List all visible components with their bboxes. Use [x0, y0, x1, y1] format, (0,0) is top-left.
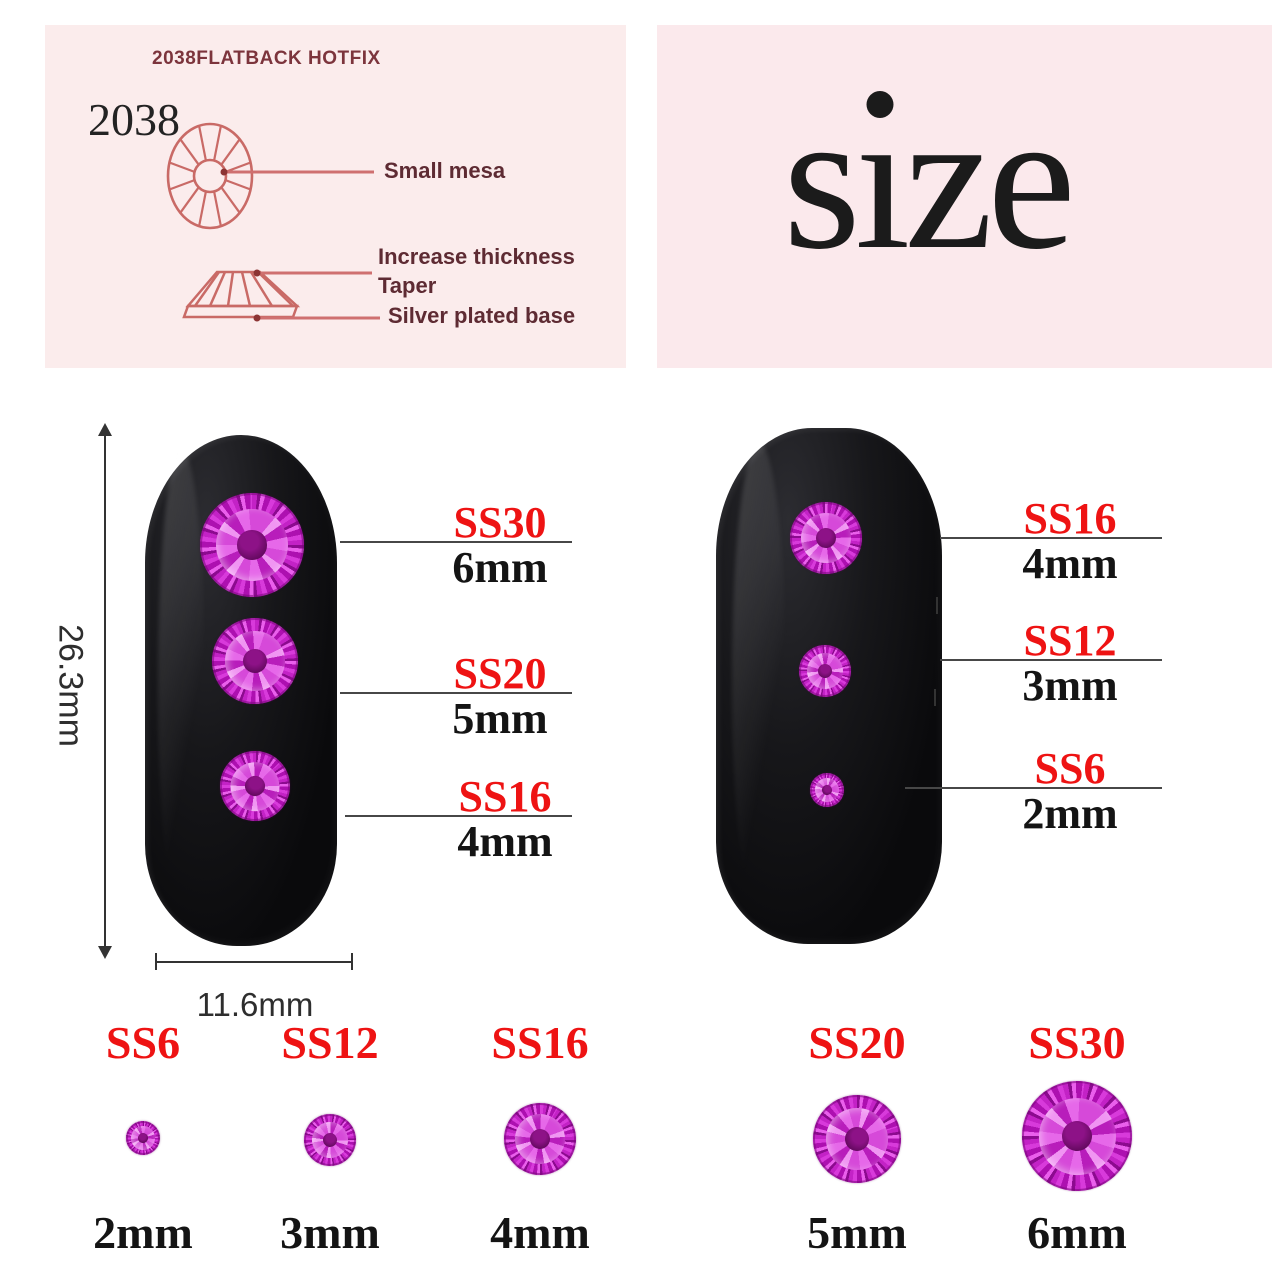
callout-ss16-left: SS16 4mm: [345, 775, 572, 864]
taper-label: Taper: [378, 273, 437, 298]
flatback-stone-diagram: [166, 122, 380, 322]
ss-code-label: SS30: [453, 498, 547, 547]
spec-heading: 2038FLATBACK HOTFIX: [152, 48, 381, 69]
mm-size-label: 4mm: [1022, 539, 1118, 588]
size-panel: s ıze: [657, 25, 1272, 368]
spec-panel: 2038FLATBACK HOTFIX 2038 Small mesa Incr…: [45, 25, 626, 368]
callout-line: [340, 692, 572, 694]
callout-line: [940, 659, 1162, 661]
rhinestone-ss12-icon: [293, 1103, 367, 1177]
rhinestone-ss30-icon: [200, 493, 304, 597]
row-mm-label: 3mm: [280, 1207, 380, 1258]
row-mm-label: 6mm: [1027, 1207, 1127, 1258]
model-number: 2038: [88, 94, 180, 145]
rhinestone-ss6-icon: [121, 1116, 165, 1160]
silver-plated-base-label: Silver plated base: [388, 303, 576, 328]
small-mesa-label: Small mesa: [384, 158, 506, 183]
arrow-down-icon: [98, 946, 112, 959]
callout-line: [940, 537, 1162, 539]
callout-ss20: SS20 5mm: [340, 649, 572, 743]
rhinestone-ss20-icon: [802, 1084, 912, 1194]
width-measure-line: [156, 961, 352, 963]
callout-ss6: SS6 2mm: [905, 744, 1162, 838]
rhinestone-ss16-icon: [490, 1089, 590, 1189]
width-measure-tick-right: [351, 953, 353, 970]
row-ss-label: SS30: [1028, 1017, 1126, 1068]
mm-size-label: 2mm: [1022, 789, 1118, 838]
callout-ss16-right: SS16 4mm: [940, 494, 1162, 588]
size-title: s ıze: [783, 70, 1076, 291]
nail-edge-tick: [936, 597, 938, 614]
mm-size-label: 3mm: [1022, 661, 1118, 710]
nail-width-label: 11.6mm: [196, 986, 314, 1023]
size-title-i: ı: [854, 70, 911, 291]
row-ss-label: SS6: [105, 1017, 181, 1068]
ss-code-label: SS20: [453, 649, 547, 698]
row-ss-label: SS20: [808, 1017, 906, 1068]
mm-size-label: 6mm: [452, 543, 548, 592]
callout-ss12: SS12 3mm: [940, 616, 1162, 710]
row-mm-label: 4mm: [490, 1207, 590, 1258]
mm-size-label: 4mm: [457, 817, 553, 866]
ss-code-label: SS16: [458, 772, 552, 821]
increase-thickness-label: Increase thickness: [378, 244, 575, 269]
ss-code-label: SS16: [1023, 494, 1117, 543]
callout-line: [905, 787, 1162, 789]
callout-line: [345, 815, 572, 817]
size-title-s: s: [783, 70, 861, 291]
width-measure-tick-left: [155, 953, 157, 970]
callout-line: [340, 541, 572, 543]
length-measure-line: [104, 432, 106, 950]
row-mm-label: 5mm: [807, 1207, 907, 1258]
callout-ss30: SS30 6mm: [340, 498, 572, 592]
nail-edge-tick: [934, 689, 936, 706]
arrow-up-icon: [98, 423, 112, 436]
size-title-ze: ze: [904, 70, 1076, 291]
row-mm-label: 2mm: [93, 1207, 193, 1258]
row-ss-label: SS16: [491, 1017, 589, 1068]
nail-length-label: 26.3mm: [51, 624, 90, 747]
i-dot-icon: [866, 91, 894, 118]
row-ss-label: SS12: [281, 1017, 379, 1068]
ss-code-label: SS12: [1023, 616, 1117, 665]
rhinestone-ss30-icon: [1014, 1073, 1140, 1199]
mm-size-label: 5mm: [452, 694, 548, 743]
ss-code-label: SS6: [1034, 744, 1106, 793]
